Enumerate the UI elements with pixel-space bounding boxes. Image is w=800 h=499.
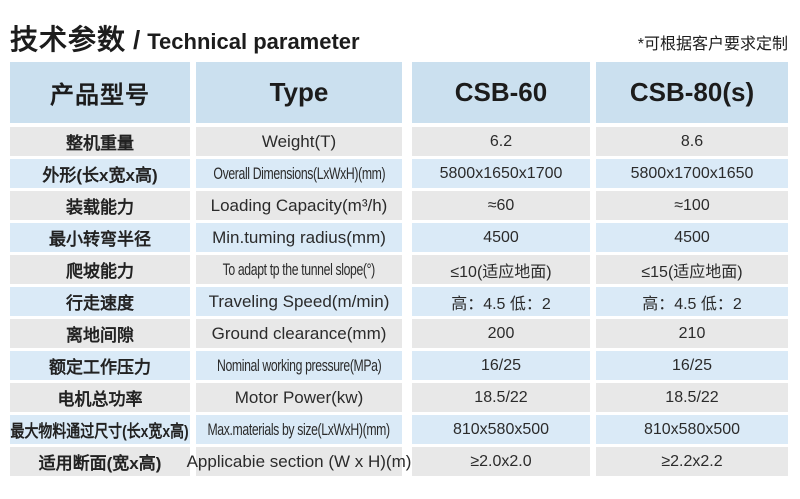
header-csb-80s: CSB-80(s) bbox=[596, 62, 788, 123]
value-csb80: 5800x1700x1650 bbox=[596, 159, 788, 188]
value-csb60: ≤10(适应地面) bbox=[412, 255, 590, 284]
param-name-en: To adapt tp the tunnel slope(°) bbox=[196, 255, 402, 284]
param-name-zh: 爬坡能力 bbox=[10, 255, 190, 284]
table-body: 整机重量 Weight(T) 6.2 8.6 外形(长x宽x高) Overall Dime… bbox=[10, 127, 788, 476]
value-csb60: ≈60 bbox=[412, 191, 590, 220]
table-row: 最大物料通过尺寸(长x宽x高) Max.materials by size(LxW… bbox=[10, 415, 788, 444]
table-row: 适用断面(宽x高) Applicabie section (W x H)(m) ≥2… bbox=[10, 447, 788, 476]
header-type: Type bbox=[196, 62, 402, 123]
param-name-zh: 额定工作压力 bbox=[10, 351, 190, 380]
param-name-en: Applicabie section (W x H)(m) bbox=[187, 447, 411, 476]
table-row: 爬坡能力 To adapt tp the tunnel slope(°) ≤10(适… bbox=[10, 255, 788, 284]
param-name-en: Nominal working pressure(MPa) bbox=[196, 351, 402, 380]
header-csb-60: CSB-60 bbox=[412, 62, 590, 123]
value-csb80: 8.6 bbox=[596, 127, 788, 156]
table-row: 外形(长x宽x高) Overall Dimensions(LxWxH)(mm) 58… bbox=[10, 159, 788, 188]
value-csb80: 210 bbox=[596, 319, 788, 348]
table-row: 行走速度 Traveling Speed(m/min) 高：4.5 低：2 高：4.5… bbox=[10, 287, 788, 316]
table-row: 最小转弯半径 Min.tuming radius(mm) 4500 4500 bbox=[10, 223, 788, 252]
title-english: Technical parameter bbox=[147, 29, 360, 54]
sheet-header: 技术参数 / Technical parameter *可根据客户要求定制 bbox=[10, 0, 788, 58]
value-csb60: 5800x1650x1700 bbox=[412, 159, 590, 188]
table-row: 电机总功率 Motor Power(kw) 18.5/22 18.5/22 bbox=[10, 383, 788, 412]
value-csb80: 高：4.5 低：2 bbox=[596, 287, 788, 316]
value-csb80: 4500 bbox=[596, 223, 788, 252]
value-csb60: 4500 bbox=[412, 223, 590, 252]
param-name-zh: 整机重量 bbox=[10, 127, 190, 156]
value-csb80: ≤15(适应地面) bbox=[596, 255, 788, 284]
title-separator: / bbox=[133, 25, 141, 55]
value-csb60: 高：4.5 低：2 bbox=[412, 287, 590, 316]
table-row: 额定工作压力 Nominal working pressure(MPa) 16/25… bbox=[10, 351, 788, 380]
param-name-zh: 最小转弯半径 bbox=[10, 223, 190, 252]
value-csb80: 18.5/22 bbox=[596, 383, 788, 412]
title-chinese: 技术参数 bbox=[10, 24, 127, 55]
table-row: 装载能力 Loading Capacity(m³/h) ≈60 ≈100 bbox=[10, 191, 788, 220]
param-name-zh: 适用断面(宽x高) bbox=[10, 447, 190, 476]
value-csb60: 200 bbox=[412, 319, 590, 348]
spec-table: 产品型号 Type CSB-60 CSB-80(s) 整机重量 Weight(T)… bbox=[10, 62, 788, 479]
param-name-en: Ground clearance(mm) bbox=[196, 319, 402, 348]
value-csb80: 810x580x500 bbox=[596, 415, 788, 444]
param-name-zh: 装载能力 bbox=[10, 191, 190, 220]
value-csb60: 810x580x500 bbox=[412, 415, 590, 444]
value-csb60: ≥2.0x2.0 bbox=[412, 447, 590, 476]
header-product-model: 产品型号 bbox=[10, 62, 190, 123]
table-header-row: 产品型号 Type CSB-60 CSB-80(s) bbox=[10, 62, 788, 123]
param-name-zh: 外形(长x宽x高) bbox=[10, 159, 190, 188]
param-name-en: Max.materials by size(LxWxH)(mm) bbox=[196, 415, 402, 444]
param-name-zh: 最大物料通过尺寸(长x宽x高) bbox=[10, 415, 190, 444]
value-csb80: 16/25 bbox=[596, 351, 788, 380]
param-name-zh: 离地间隙 bbox=[10, 319, 190, 348]
value-csb60: 6.2 bbox=[412, 127, 590, 156]
param-name-en: Overall Dimensions(LxWxH)(mm) bbox=[196, 159, 402, 188]
value-csb60: 16/25 bbox=[412, 351, 590, 380]
param-name-zh: 电机总功率 bbox=[10, 383, 190, 412]
value-csb60: 18.5/22 bbox=[412, 383, 590, 412]
param-name-en: Traveling Speed(m/min) bbox=[196, 287, 402, 316]
param-name-en: Motor Power(kw) bbox=[196, 383, 402, 412]
param-name-en: Loading Capacity(m³/h) bbox=[196, 191, 402, 220]
param-name-en: Weight(T) bbox=[196, 127, 402, 156]
param-name-zh: 行走速度 bbox=[10, 287, 190, 316]
page-title: 技术参数 / Technical parameter bbox=[10, 18, 360, 58]
value-csb80: ≥2.2x2.2 bbox=[596, 447, 788, 476]
table-row: 整机重量 Weight(T) 6.2 8.6 bbox=[10, 127, 788, 156]
table-row: 离地间隙 Ground clearance(mm) 200 210 bbox=[10, 319, 788, 348]
customization-note: *可根据客户要求定制 bbox=[637, 36, 788, 53]
value-csb80: ≈100 bbox=[596, 191, 788, 220]
param-name-en: Min.tuming radius(mm) bbox=[196, 223, 402, 252]
